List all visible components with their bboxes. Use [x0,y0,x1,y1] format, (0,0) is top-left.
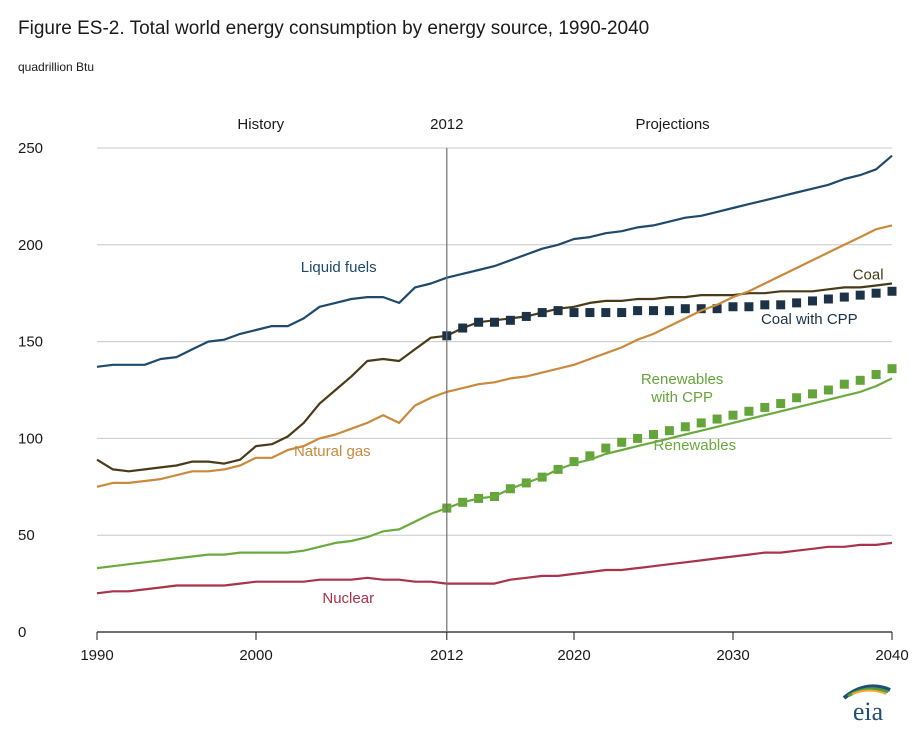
logo-swoosh-green [847,687,889,698]
series-marker [776,399,786,409]
series-marker [649,306,658,316]
series-marker [696,304,706,314]
series-marker [633,433,643,443]
series-marker [887,286,897,296]
series-marker [808,389,817,399]
eia-logo-icon: eia [842,684,891,724]
x-tick-label: 2040 [875,647,908,664]
series-marker [680,422,690,432]
series-marker [871,288,881,298]
series-marker [569,457,579,467]
x-tick-label: 2000 [239,647,272,664]
series-marker [585,308,595,318]
labels: History 2012 Projections Liquid fuels Coal Co… [237,116,883,607]
x-tick-label: 2012 [430,647,463,664]
series-label: Liquid fuels [301,259,377,276]
series-label: Nuclear [322,590,374,607]
series-marker [601,308,611,318]
x-tick-label: 2020 [557,647,590,664]
series-marker [649,430,658,440]
series-marker [458,323,468,333]
gridlines [97,147,892,536]
series-marker [696,418,706,428]
series-label: Coal [853,267,884,284]
y-tick-label: 200 [18,237,43,254]
series-marker [823,294,833,304]
logo-text: eia [853,697,884,724]
series-marker [664,306,674,316]
unit-label: quadrillion Btu [18,60,95,74]
series-marker [712,304,722,314]
series-label-line: Liquid fuels [301,259,377,276]
series-marker [633,306,643,316]
series-marker [792,393,802,403]
y-tick-label: 50 [18,527,35,544]
series-marker [490,317,499,327]
y-tick-label: 0 [18,624,26,641]
series-line [96,154,893,368]
axes: 0 50 100 150 200 250 1990 2000 2012 2020 2030 2040 [18,140,909,664]
chart-title: Figure ES-2. Total world energy consumpt… [18,18,650,39]
series-marker [601,443,611,453]
zone-label: History [237,116,284,133]
zone-label: Projections [635,116,709,133]
series-marker [569,308,579,318]
series-label: Renewables with CPP [641,371,724,406]
series-marker [744,406,754,416]
series-marker [712,414,722,424]
series-label-line: Renewables [654,437,737,454]
series-line [96,224,893,488]
series-marker [839,379,849,389]
zone-label: 2012 [430,116,463,133]
y-tick-label: 100 [18,430,43,447]
series-marker [617,308,627,318]
series-line [96,541,893,595]
series-marker [871,370,881,380]
series-marker [887,364,897,374]
series-label-line: with CPP [650,389,713,406]
series-line [96,377,893,570]
series-marker [839,292,849,302]
series-marker [664,426,674,436]
series-marker [553,306,563,316]
series-marker [537,308,547,318]
series-label-line: Coal with CPP [761,311,858,328]
series-marker [474,317,484,327]
series-marker [760,402,770,412]
y-tick-label: 150 [18,334,43,351]
series-layer [96,154,897,595]
x-tick-label: 2030 [716,647,749,664]
series-label: Natural gas [294,443,371,460]
series-label: Coal with CPP [761,311,858,328]
series-label-line: Natural gas [294,443,371,460]
x-tick-label: 1990 [80,647,113,664]
series-marker [744,302,754,312]
series-marker [808,296,817,306]
series-label: Renewables [654,437,737,454]
series-label-line: Renewables [641,371,724,388]
y-tick-label: 250 [18,140,43,157]
series-marker [792,298,802,308]
series-marker [505,315,515,325]
series-marker [823,385,833,395]
series-marker [728,410,738,420]
series-marker [728,302,738,312]
series-marker [617,437,627,447]
series-marker [855,290,865,300]
series-label-line: Coal [853,267,884,284]
series-marker [680,304,690,314]
series-marker [521,311,531,321]
series-label-line: Nuclear [322,590,374,607]
logo-swoosh-orange [851,689,887,695]
series-marker [855,375,865,385]
series-marker [776,300,786,310]
series-marker [760,300,770,310]
series-marker [585,451,595,461]
